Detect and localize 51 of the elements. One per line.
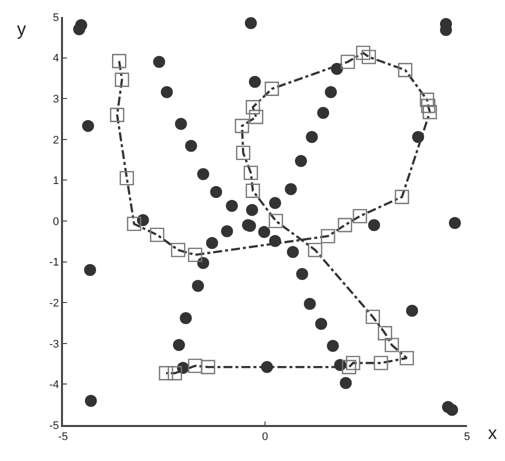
- point: [448, 217, 461, 230]
- point: [326, 340, 339, 352]
- point: [226, 200, 238, 212]
- point: [258, 226, 270, 238]
- point: [340, 376, 352, 389]
- point: [160, 86, 173, 98]
- point: [368, 219, 380, 232]
- point: [286, 246, 299, 258]
- y-tick-label: 0: [52, 216, 60, 228]
- point: [82, 120, 94, 132]
- point: [324, 86, 337, 98]
- y-tick-label: -3: [49, 338, 60, 350]
- point: [269, 197, 282, 210]
- point: [446, 404, 458, 416]
- point: [221, 225, 234, 238]
- x-tick-label: 5: [464, 430, 470, 443]
- point: [248, 76, 261, 88]
- point: [317, 106, 330, 119]
- point: [304, 298, 316, 310]
- y-tick-label: -5: [49, 420, 60, 432]
- point: [84, 264, 96, 276]
- point: [84, 394, 97, 407]
- point: [185, 140, 198, 152]
- point: [172, 339, 185, 352]
- point: [180, 312, 192, 324]
- point: [206, 237, 218, 250]
- y-tick-label: 5: [52, 12, 60, 24]
- y-tick-label: -2: [49, 297, 60, 310]
- x-tick-label: 0: [262, 430, 268, 443]
- y-tick-label: 3: [52, 93, 60, 106]
- point: [284, 183, 297, 196]
- point: [406, 304, 418, 317]
- y-tick-label: -1: [49, 256, 60, 269]
- y-axis-title: y: [17, 19, 26, 39]
- y-tick-label: 2: [52, 134, 60, 146]
- point: [210, 186, 222, 198]
- point: [246, 204, 258, 216]
- y-tick-label: 1: [52, 175, 60, 188]
- point: [174, 118, 187, 130]
- point: [197, 168, 210, 180]
- point: [315, 318, 328, 330]
- y-tick-label: 4: [52, 52, 60, 65]
- point: [244, 17, 257, 30]
- point: [306, 130, 318, 143]
- point: [192, 280, 204, 292]
- point: [153, 56, 166, 68]
- point: [296, 268, 308, 280]
- y-tick-label: -4: [49, 379, 60, 392]
- point: [73, 23, 86, 36]
- x-axis-title: x: [488, 423, 497, 443]
- point: [294, 155, 307, 168]
